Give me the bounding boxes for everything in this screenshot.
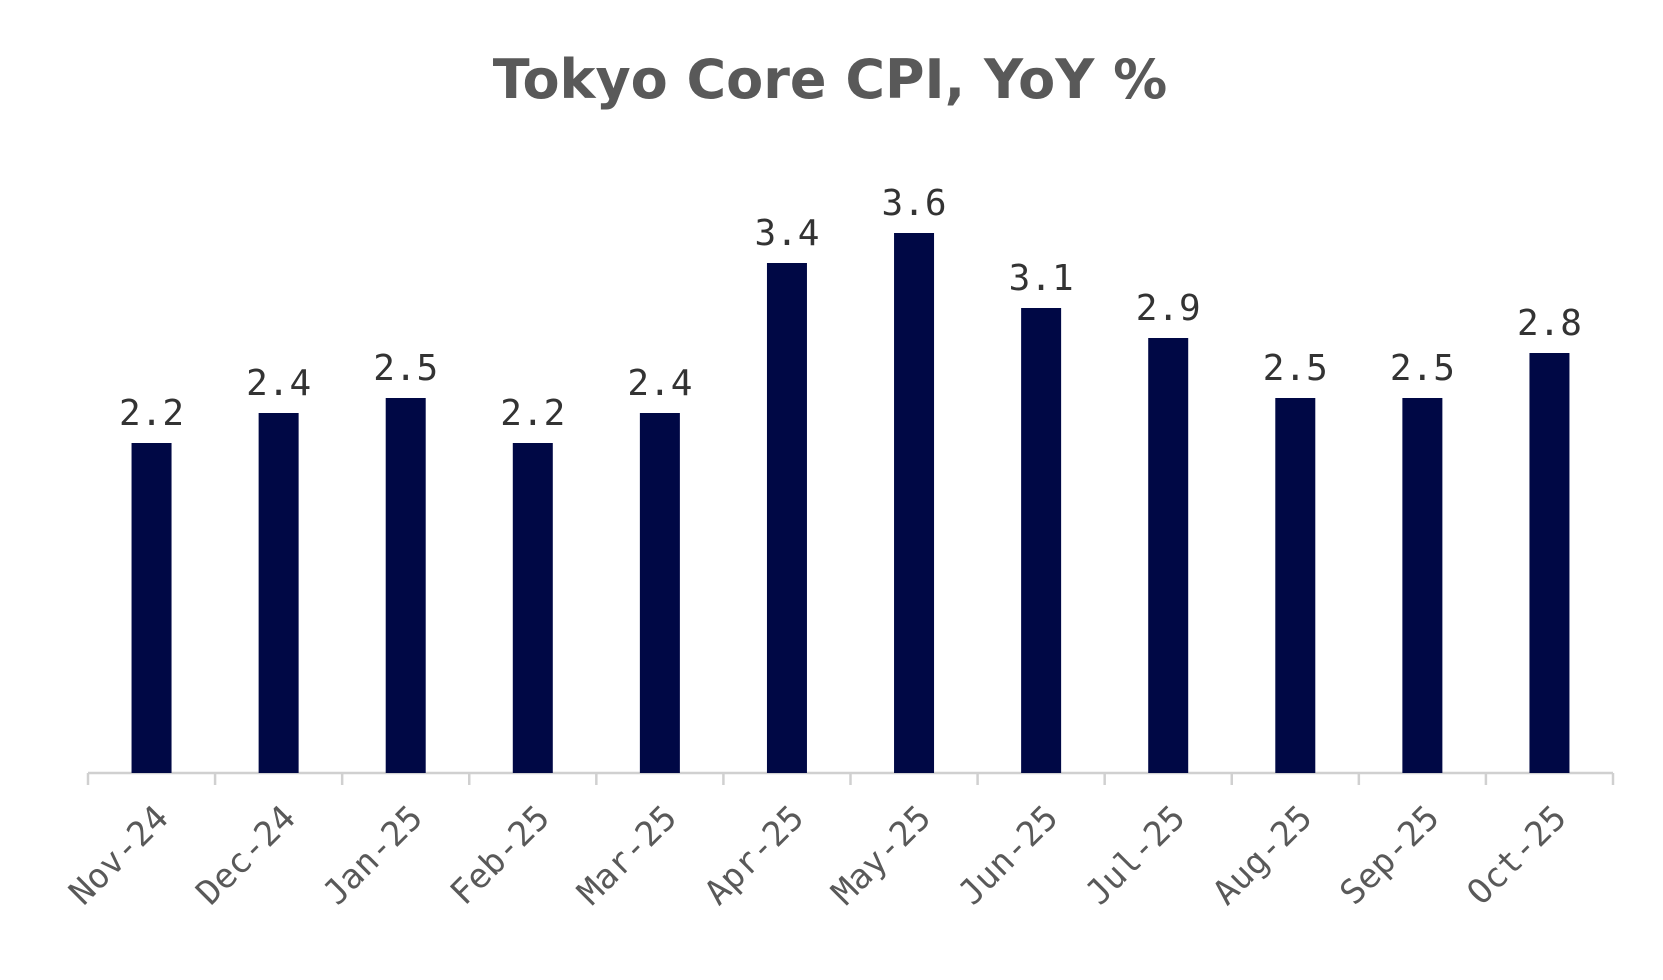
chart-title: Tokyo Core CPI, YoY % [493,48,1167,111]
data-label: 2.2 [500,393,565,434]
bar [1402,398,1443,773]
x-tick-label: May-25 [824,798,939,913]
x-tick-label: Mar-25 [570,798,685,913]
bar [1275,398,1316,773]
bar [1021,308,1062,773]
bar [894,233,935,773]
data-label: 2.8 [1517,303,1582,344]
x-tick-label: Apr-25 [697,798,812,913]
x-tick-label: Feb-25 [443,798,558,913]
data-label: 2.5 [1263,348,1328,389]
bar [385,398,426,773]
data-label: 2.4 [627,363,692,404]
data-label: 2.5 [373,348,438,389]
data-label: 3.4 [754,213,819,254]
bar [512,443,553,773]
x-tick-label: Jul-25 [1078,798,1193,913]
x-tick-label: Aug-25 [1205,798,1320,913]
data-label: 2.4 [246,363,311,404]
data-label: 2.9 [1136,288,1201,329]
x-tick-label: Jun-25 [951,798,1066,913]
data-label: 2.2 [119,393,184,434]
bar [766,263,807,773]
x-tick-label: Jan-25 [316,798,431,913]
bar [131,443,172,773]
bar [1148,338,1189,773]
x-tick-label: Dec-24 [189,798,304,913]
data-label: 2.5 [1390,348,1455,389]
bar [1529,353,1570,773]
bar [258,413,299,773]
x-tick-label: Oct-25 [1459,798,1574,913]
x-tick-label: Sep-25 [1332,798,1447,913]
bar [639,413,680,773]
data-label: 3.1 [1009,258,1074,299]
data-label: 3.6 [882,183,947,224]
x-tick-label: Nov-24 [61,798,176,913]
